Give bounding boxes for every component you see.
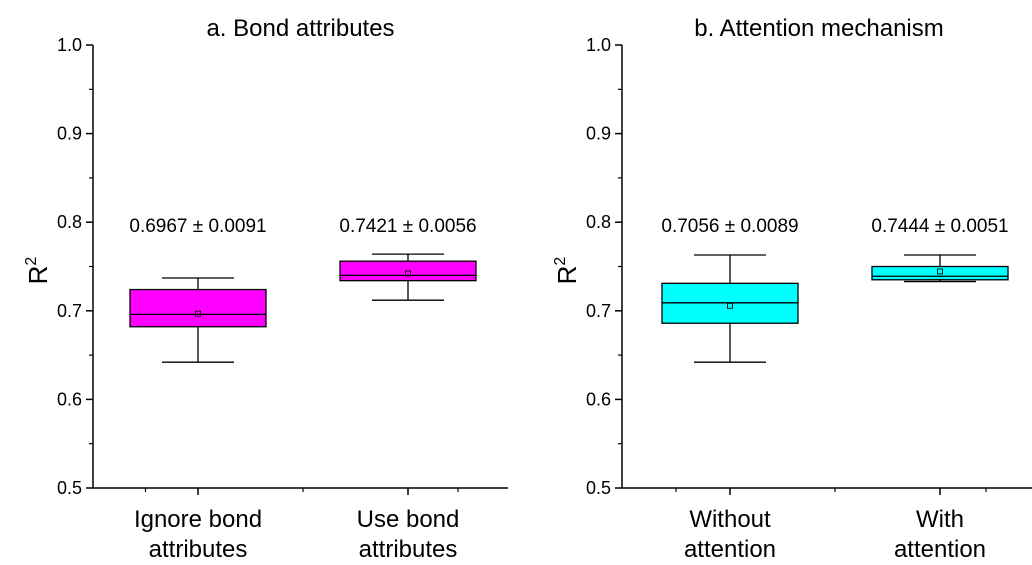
- mean-marker: [727, 302, 733, 309]
- box-group: 0.7421 ± 0.0056: [339, 216, 477, 301]
- box-group: 0.7056 ± 0.0089: [661, 216, 799, 363]
- mean-marker: [195, 310, 201, 317]
- y-axis-label-base: R: [23, 266, 53, 285]
- category-label: Ignore bond: [134, 506, 262, 533]
- iqr-box: [129, 288, 267, 328]
- mean-marker: [405, 270, 411, 277]
- y-axis-label-base: R: [552, 266, 582, 285]
- category-label: Without: [689, 506, 771, 533]
- y-tick-label: 0.8: [57, 212, 82, 232]
- y-tick-label: 0.9: [57, 124, 82, 144]
- y-axis-label-superscript: 2: [23, 257, 40, 266]
- panel-b: 0.5 0.6 0.7 0.8 0.9 1.0 b. Attention mechanism…: [552, 15, 1032, 563]
- mean-sd-annotation: 0.7444 ± 0.0051: [871, 216, 1008, 237]
- category-label: With: [916, 506, 964, 533]
- category-label: Use bond: [357, 506, 460, 533]
- y-tick-label: 0.6: [57, 389, 82, 409]
- mean-sd-annotation: 0.7056 ± 0.0089: [661, 216, 798, 237]
- panel-title: b. Attention mechanism: [694, 15, 943, 42]
- mean-sd-annotation: 0.6967 ± 0.0091: [129, 216, 266, 237]
- box-group: 0.7444 ± 0.0051: [871, 216, 1009, 283]
- category-label: attributes: [149, 536, 248, 563]
- mean-sd-annotation: 0.7421 ± 0.0056: [339, 216, 476, 237]
- panel-a: 0.5 0.6 0.7 0.8 0.9 1.0 a. Bond attributes R2 Ig…: [23, 15, 508, 563]
- category-label: attributes: [359, 536, 458, 563]
- y-tick-label: 0.7: [57, 301, 82, 321]
- y-tick-label: 0.5: [586, 478, 611, 498]
- iqr-box: [871, 265, 1009, 281]
- y-tick-label: 0.8: [586, 212, 611, 232]
- y-tick-label: 0.6: [586, 389, 611, 409]
- y-axis-label-superscript: 2: [552, 257, 569, 266]
- y-tick-label: 1.0: [586, 35, 611, 55]
- y-tick-label: 1.0: [57, 35, 82, 55]
- category-label: attention: [684, 536, 776, 563]
- mean-marker: [937, 268, 943, 275]
- panel-title: a. Bond attributes: [206, 15, 394, 42]
- y-tick-label: 0.5: [57, 478, 82, 498]
- category-label: attention: [894, 536, 986, 563]
- y-tick-label: 0.9: [586, 124, 611, 144]
- y-axis-label: R2: [23, 257, 53, 285]
- y-axis-label: R2: [552, 257, 582, 285]
- box-group: 0.6967 ± 0.0091: [129, 216, 267, 363]
- y-tick-label: 0.7: [586, 301, 611, 321]
